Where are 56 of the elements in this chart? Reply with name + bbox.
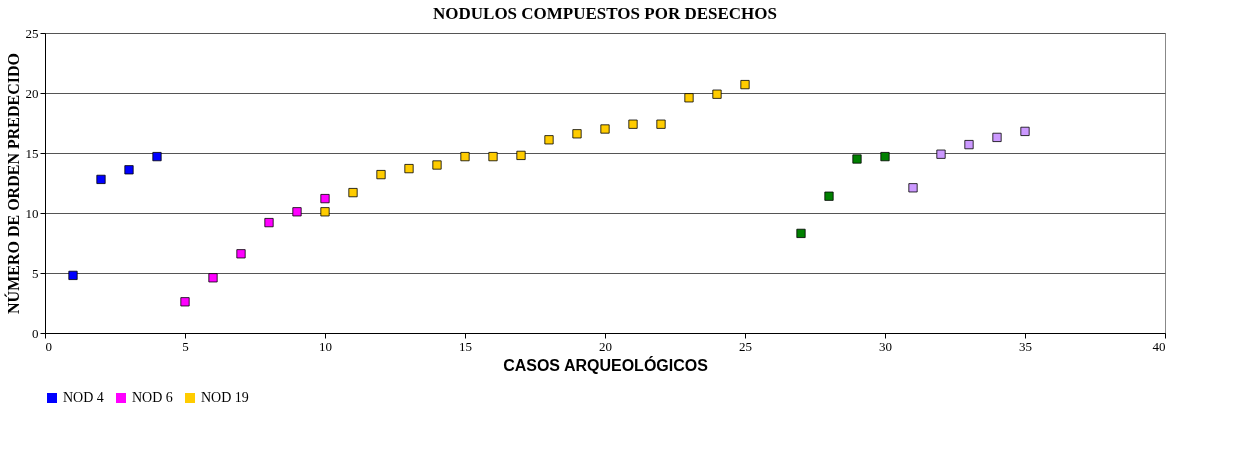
- point: [600, 124, 610, 134]
- x-tick-label: 0: [45, 338, 52, 354]
- point: [180, 297, 190, 307]
- x-axis-title: CASOS ARQUEOLÓGICOS: [503, 355, 709, 374]
- x-tick-label: 10: [319, 338, 332, 354]
- point: [320, 207, 330, 217]
- y-axis-title: NÚMERO DE ORDEN PREDECIDO: [3, 53, 22, 314]
- point: [68, 270, 78, 280]
- point: [460, 152, 470, 162]
- point: [264, 218, 274, 228]
- x-tick-label: 25: [739, 338, 752, 354]
- point: [712, 89, 722, 99]
- point: [404, 164, 414, 174]
- y-tick-label: 0: [32, 325, 39, 341]
- point: [152, 152, 162, 162]
- point: [544, 135, 554, 145]
- x-tick-label: 40: [1152, 338, 1166, 354]
- point: [432, 160, 442, 170]
- point: [936, 149, 946, 159]
- chart-title: NODULOS COMPUESTOS POR DESECHOS: [432, 4, 778, 23]
- x-tick-label: 30: [879, 338, 892, 354]
- point: [516, 150, 526, 160]
- point: [96, 174, 106, 184]
- point: [796, 228, 806, 238]
- y-tick-label: 20: [25, 85, 39, 101]
- x-tick-label: 15: [459, 338, 472, 354]
- point: [488, 152, 498, 162]
- point: [992, 132, 1002, 142]
- point: [656, 119, 666, 129]
- x-tick-label: 20: [599, 338, 612, 354]
- point: [320, 194, 330, 204]
- x-tick-label: 35: [1019, 338, 1032, 354]
- y-tick-label: 15: [25, 145, 39, 161]
- point: [684, 93, 694, 103]
- point: [852, 154, 862, 164]
- point: [908, 183, 918, 193]
- point: [572, 129, 582, 139]
- y-tick-label: 5: [32, 265, 39, 281]
- point: [376, 170, 386, 180]
- point: [740, 80, 750, 90]
- point: [124, 165, 134, 175]
- point: [1020, 126, 1030, 136]
- point: [880, 152, 890, 162]
- point: [628, 119, 638, 129]
- legend-label: NOD 6: [132, 390, 173, 405]
- point: [208, 273, 218, 283]
- point: [292, 207, 302, 217]
- legend-label: NOD 4: [63, 390, 104, 405]
- point: [824, 191, 834, 201]
- legend-label: NOD 19: [201, 390, 249, 405]
- point: [964, 140, 974, 150]
- y-tick-label: 10: [25, 205, 39, 221]
- point: [348, 188, 358, 198]
- y-tick-label: 25: [25, 25, 39, 41]
- point: [236, 249, 246, 259]
- x-tick-label: 5: [182, 338, 189, 354]
